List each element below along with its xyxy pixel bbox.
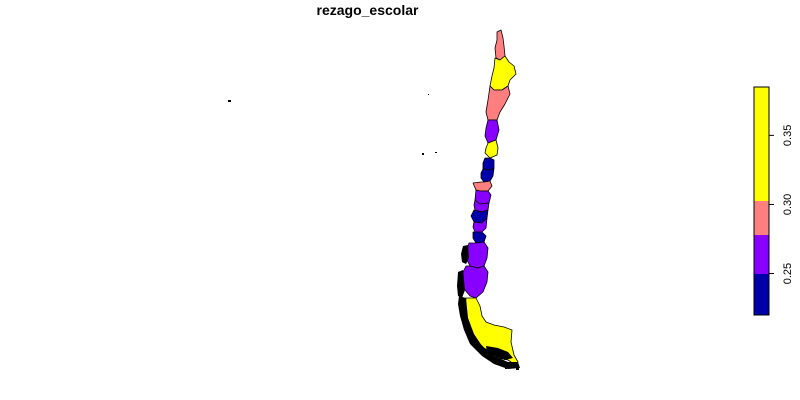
island-san-ambrosio bbox=[435, 152, 437, 153]
chiloe-archipelago bbox=[461, 245, 469, 264]
legend-class-2 bbox=[754, 235, 769, 274]
magallanes-archipelago bbox=[458, 296, 520, 369]
region-aysen[interactable] bbox=[461, 265, 489, 299]
legend-axis: 0.25 0.30 0.35 bbox=[769, 125, 794, 284]
island-speck bbox=[516, 368, 519, 370]
region-los-rios[interactable] bbox=[472, 231, 487, 244]
island-san-felix bbox=[422, 153, 424, 155]
aysen-archipelago bbox=[457, 270, 465, 298]
island-sala-y-gomez bbox=[428, 94, 429, 95]
region-antofagasta[interactable] bbox=[485, 85, 511, 121]
region-araucania[interactable] bbox=[472, 217, 488, 233]
region-metropolitana[interactable] bbox=[480, 167, 495, 183]
map-title: rezago_escolar bbox=[316, 2, 419, 18]
legend-class-4 bbox=[754, 87, 769, 201]
legend-class-1 bbox=[754, 274, 769, 315]
legend-tick-label: 0.35 bbox=[782, 125, 794, 146]
legend-frame bbox=[753, 86, 770, 316]
region-coquimbo[interactable] bbox=[484, 139, 499, 159]
region-los-lagos[interactable] bbox=[465, 241, 489, 269]
region-ohiggins[interactable] bbox=[472, 180, 493, 192]
region-atacama[interactable] bbox=[484, 119, 500, 144]
archipelago-islands bbox=[457, 245, 520, 370]
region-tarapaca[interactable] bbox=[489, 55, 517, 91]
region-arica-y-parinacota[interactable] bbox=[494, 29, 506, 61]
color-legend: 0.25 0.30 0.35 bbox=[753, 86, 794, 316]
legend-tick-label: 0.30 bbox=[782, 194, 794, 215]
oceanic-islands bbox=[228, 94, 437, 155]
legend-tick-label: 0.25 bbox=[782, 263, 794, 284]
region-valparaiso[interactable] bbox=[482, 157, 495, 171]
island-rapa-nui bbox=[228, 100, 231, 102]
tierra-del-fuego-south bbox=[486, 346, 513, 360]
regions bbox=[461, 29, 519, 365]
island-speck bbox=[505, 367, 507, 369]
legend-class-3 bbox=[754, 201, 769, 235]
